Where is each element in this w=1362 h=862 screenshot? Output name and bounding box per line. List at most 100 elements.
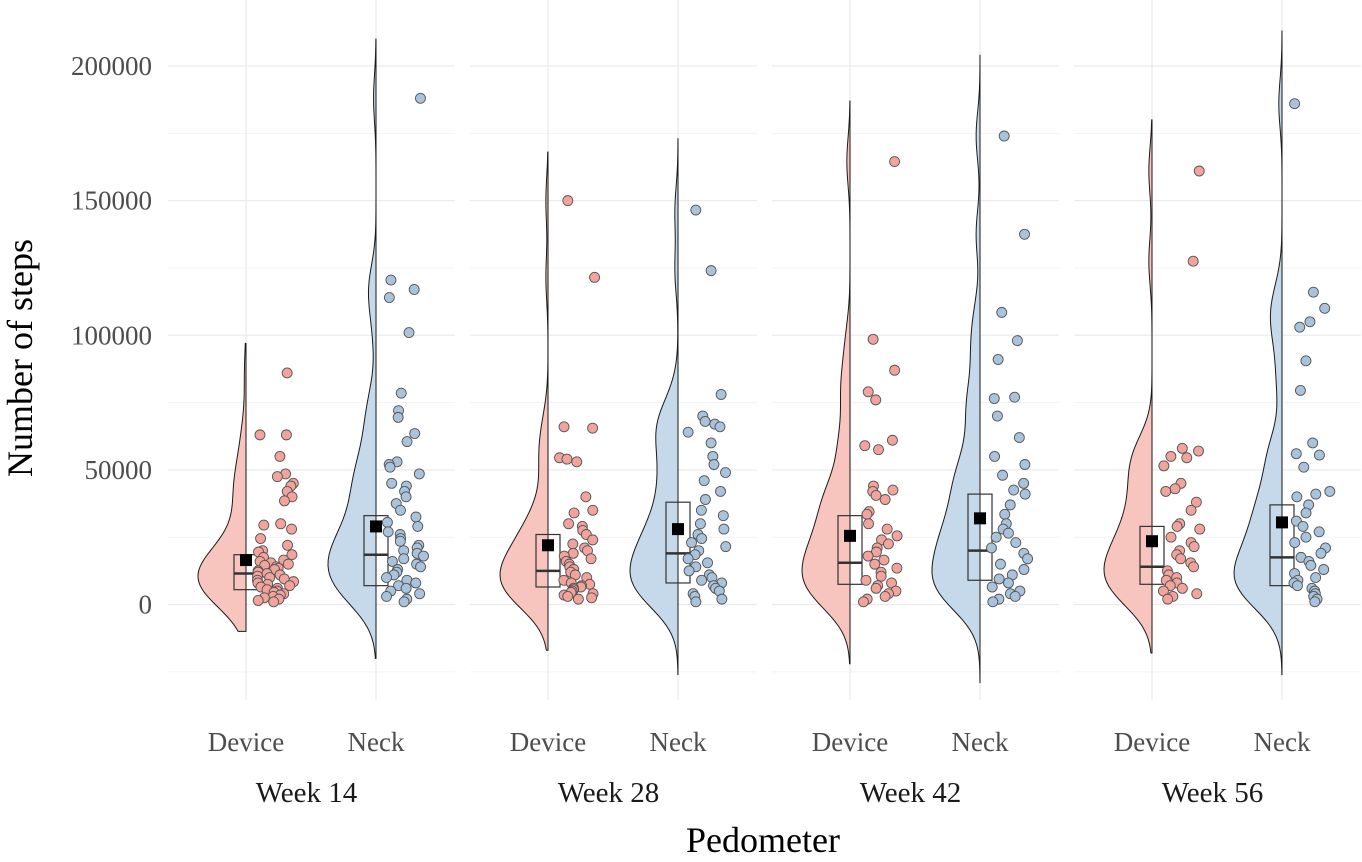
- data-point: [705, 437, 717, 449]
- data-point: [1313, 526, 1325, 538]
- data-point: [580, 491, 592, 503]
- data-point: [991, 410, 1003, 422]
- data-point: [1002, 577, 1014, 589]
- data-point: [1018, 477, 1030, 489]
- data-point: [1008, 484, 1020, 496]
- data-point: [1009, 590, 1021, 602]
- data-point: [562, 195, 574, 207]
- box-device: [837, 515, 863, 585]
- data-point: [1165, 450, 1177, 462]
- data-point: [1305, 560, 1317, 571]
- data-point: [395, 504, 406, 516]
- data-point: [571, 456, 583, 468]
- data-point: [1187, 255, 1199, 267]
- data-point: [400, 582, 412, 594]
- data-point: [398, 596, 410, 608]
- mean-marker: [1146, 535, 1158, 548]
- data-point: [567, 547, 579, 559]
- data-point: [384, 461, 396, 473]
- facet-label: Week 14: [256, 777, 358, 809]
- data-point: [413, 468, 425, 480]
- data-point: [382, 526, 394, 538]
- data-point: [889, 156, 901, 168]
- data-point: [1190, 496, 1202, 508]
- x-axis-title: Pedometer: [686, 820, 840, 860]
- data-point: [418, 550, 429, 562]
- data-point: [271, 471, 283, 483]
- data-point: [698, 475, 710, 487]
- series-device: Device: [1103, 119, 1206, 757]
- data-point: [1289, 98, 1301, 110]
- violin-neck: [931, 54, 981, 684]
- x-tick-label: Device: [510, 727, 586, 757]
- data-point: [1185, 504, 1197, 516]
- data-point: [401, 436, 413, 448]
- data-point: [1019, 488, 1031, 500]
- data-point: [992, 354, 1004, 365]
- data-point: [562, 590, 574, 602]
- data-point: [998, 130, 1010, 142]
- data-point: [1300, 507, 1312, 519]
- data-point: [558, 421, 570, 433]
- data-point: [990, 531, 1002, 543]
- data-point: [386, 477, 398, 489]
- data-point: [1318, 564, 1330, 575]
- data-point: [403, 327, 415, 339]
- data-point: [1175, 553, 1187, 565]
- data-point: [568, 507, 580, 519]
- data-point: [587, 422, 599, 434]
- data-point: [720, 467, 731, 479]
- violin-device: [197, 342, 247, 632]
- panel-week-14: Device Neck Week 14: [197, 38, 429, 809]
- data-point: [400, 491, 412, 503]
- x-tick-label: Device: [208, 727, 284, 757]
- data-point: [715, 485, 726, 497]
- violin-neck: [327, 38, 377, 659]
- data-point: [398, 553, 410, 565]
- data-point: [254, 429, 266, 441]
- data-point: [1300, 531, 1312, 543]
- data-point: [1165, 531, 1177, 543]
- data-point: [585, 553, 597, 565]
- data-point: [1003, 527, 1014, 539]
- data-point: [1022, 553, 1034, 565]
- violin-device: [801, 100, 851, 665]
- data-point: [1019, 228, 1030, 240]
- box-neck: [363, 515, 389, 587]
- mean-marker: [844, 529, 856, 542]
- data-point: [415, 561, 427, 573]
- data-point: [268, 596, 280, 608]
- data-point: [1181, 452, 1193, 464]
- data-point: [1304, 316, 1316, 328]
- data-point: [1319, 302, 1331, 314]
- data-point: [714, 421, 726, 433]
- data-point: [1298, 461, 1310, 473]
- data-point: [995, 558, 1006, 570]
- data-point: [1289, 537, 1301, 549]
- data-point: [683, 565, 695, 577]
- data-point: [986, 581, 998, 593]
- data-point: [1019, 459, 1031, 470]
- data-point: [716, 593, 728, 605]
- mean-marker: [240, 554, 252, 567]
- data-point: [705, 265, 717, 277]
- data-point: [414, 588, 426, 600]
- data-point: [869, 558, 881, 570]
- facet-label: Week 56: [1162, 777, 1264, 809]
- data-point: [415, 92, 426, 104]
- panel-week-56: Device Neck Week 56: [1103, 30, 1336, 809]
- mean-marker: [672, 523, 684, 536]
- data-point: [394, 535, 406, 547]
- data-point: [1310, 572, 1322, 584]
- data-point: [1013, 432, 1025, 444]
- data-point: [993, 573, 1005, 585]
- data-point: [720, 541, 732, 553]
- data-point: [412, 520, 424, 532]
- data-point: [395, 387, 407, 399]
- mean-marker: [974, 512, 986, 525]
- data-point: [862, 550, 874, 562]
- mean-marker: [370, 520, 382, 533]
- data-point: [686, 537, 697, 549]
- violin-device: [499, 151, 549, 651]
- data-point: [696, 574, 708, 586]
